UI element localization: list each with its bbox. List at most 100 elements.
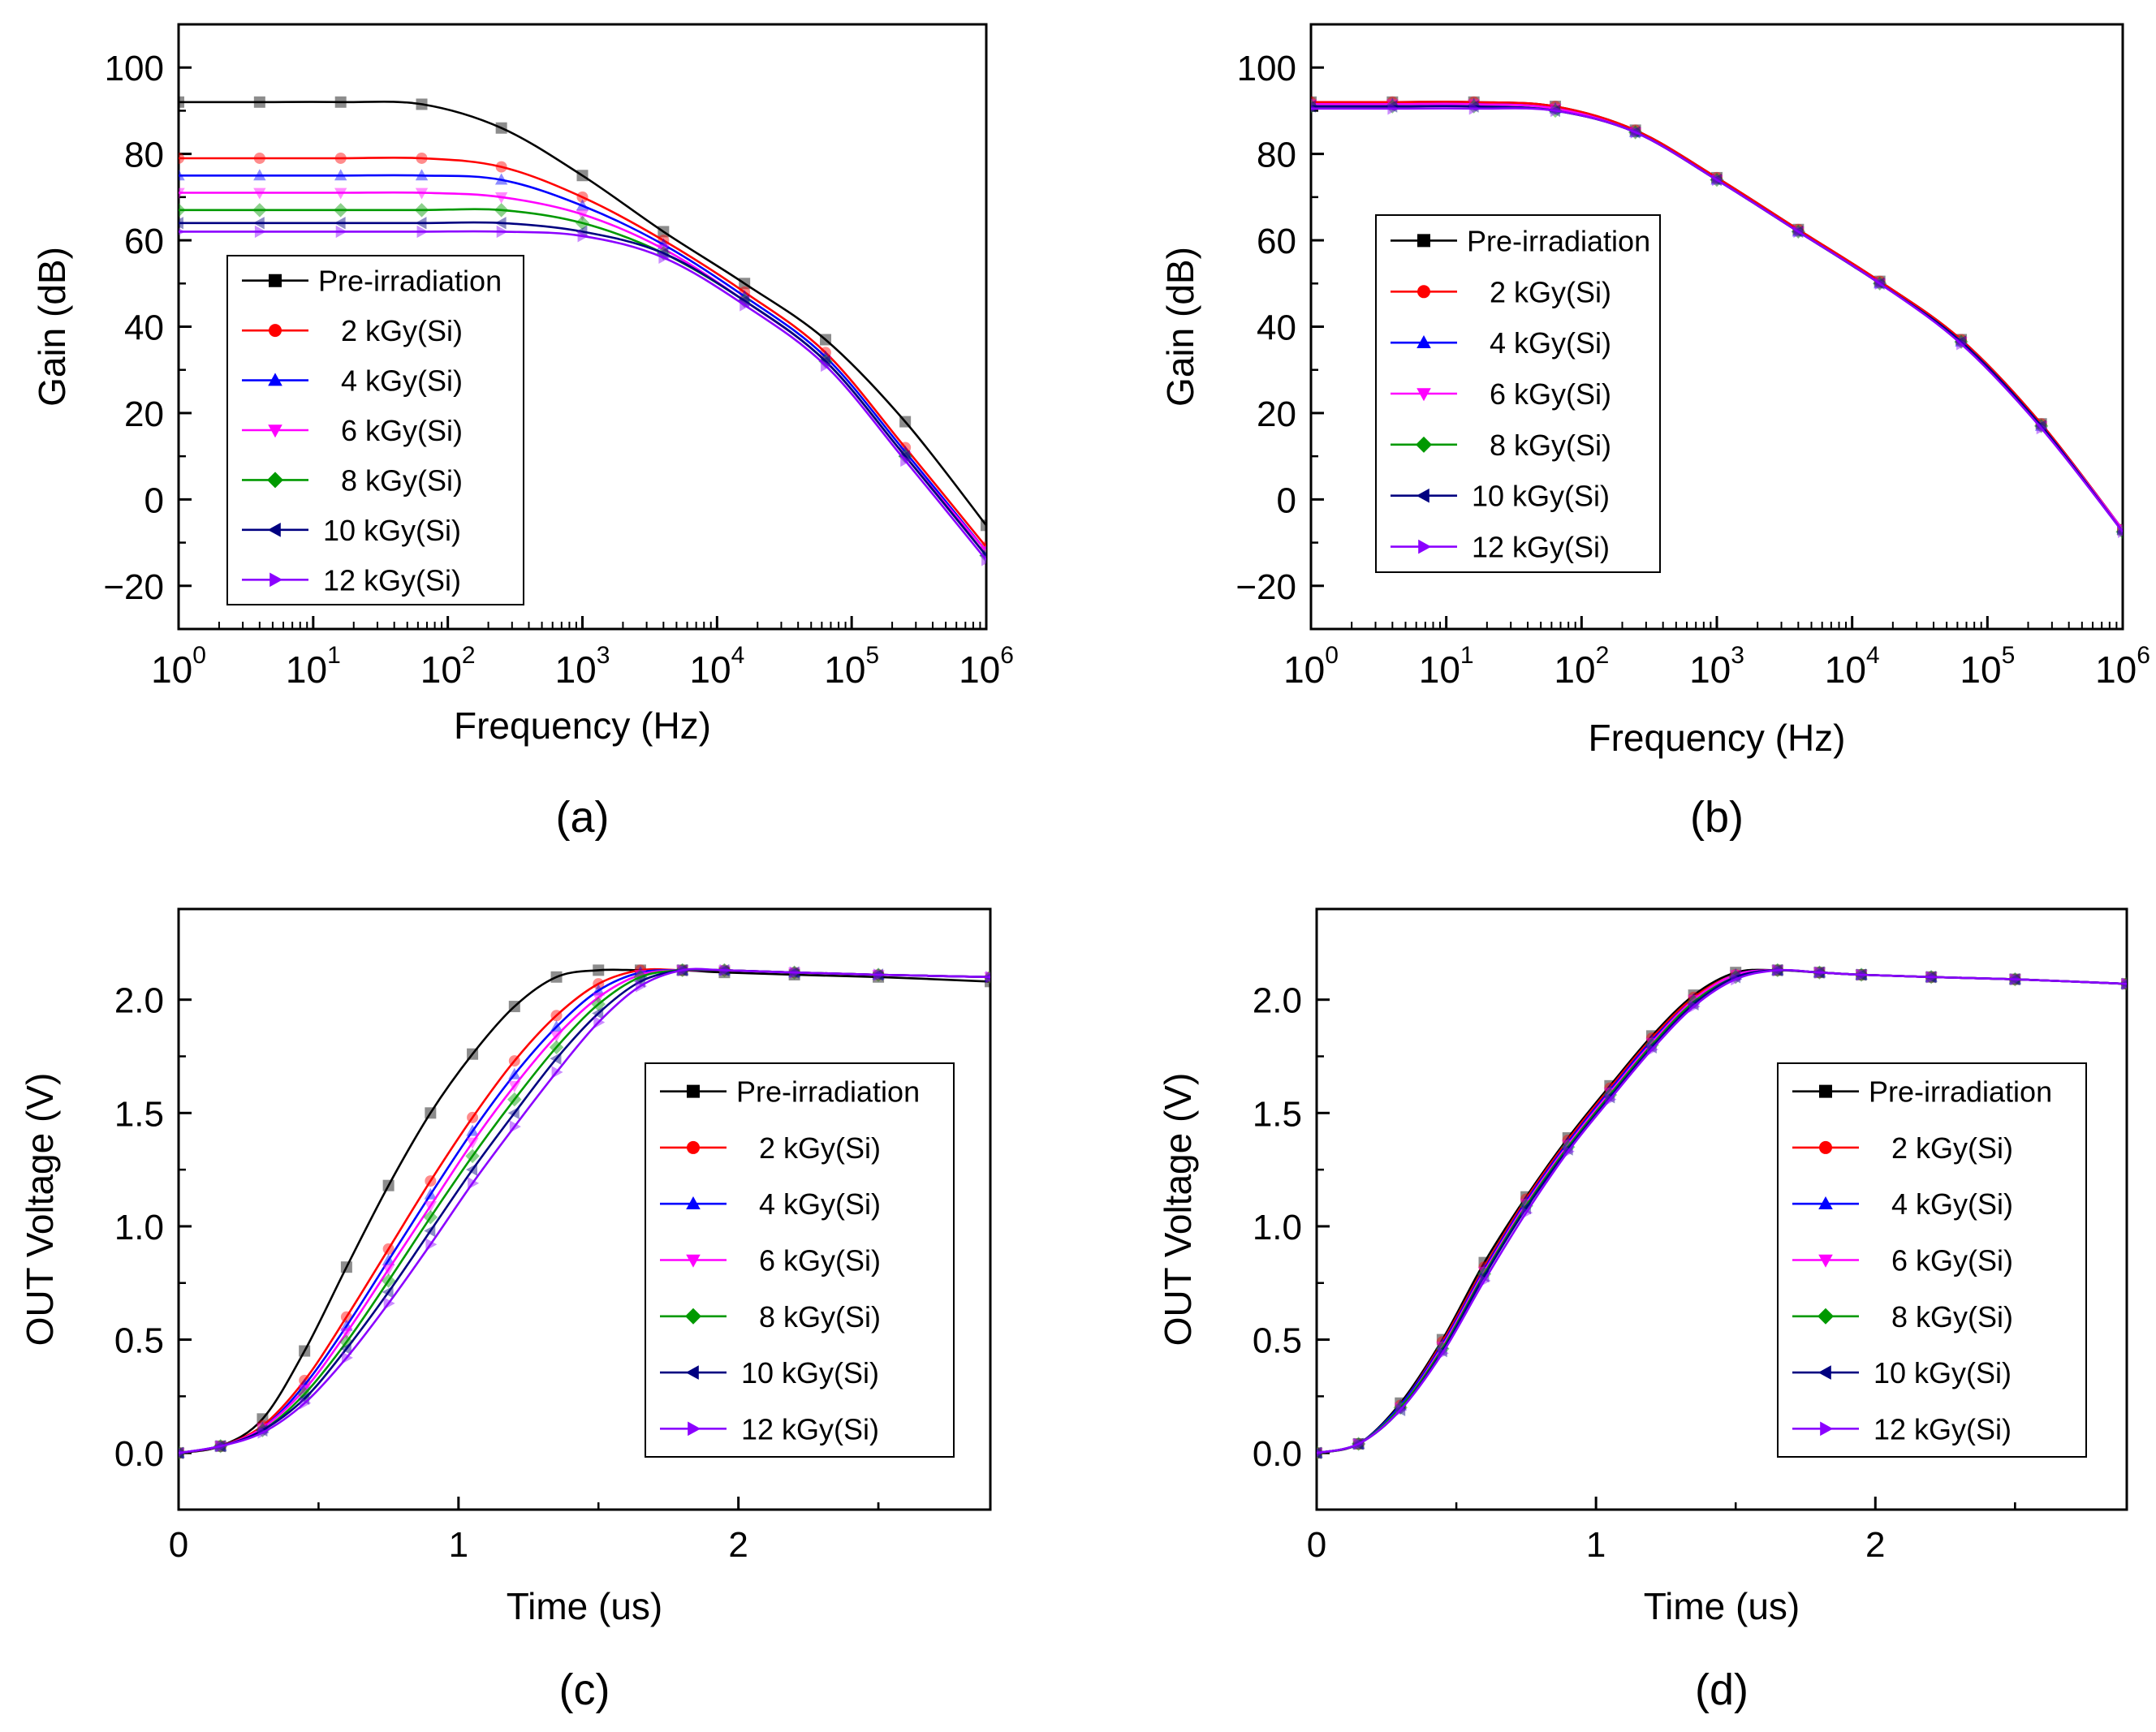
panel-caption: (c) — [559, 1665, 610, 1714]
data-point — [592, 984, 605, 996]
y-tick-label: 1.0 — [114, 1208, 164, 1247]
data-point — [1521, 1206, 1533, 1219]
data-point — [789, 966, 801, 979]
data-point — [900, 454, 912, 467]
data-point — [576, 199, 589, 211]
data-point — [1686, 994, 1701, 1010]
x-tick-label: 2 — [1865, 1525, 1885, 1565]
y-axis-title: Gain (dB) — [31, 247, 73, 407]
x-tick-label: 105 — [824, 642, 879, 691]
data-point — [496, 225, 508, 239]
data-point — [1814, 966, 1826, 979]
data-point — [467, 1111, 479, 1123]
legend: Pre-irradiation 2 kGy(Si) 4 kGy(Si) 6 kGy(S… — [1375, 214, 1661, 573]
x-tick-label: 101 — [1419, 642, 1474, 691]
data-point — [381, 1273, 396, 1288]
y-tick-label: 0.5 — [1253, 1321, 1302, 1361]
x-tick-label: 104 — [1825, 642, 1880, 691]
data-point — [340, 1311, 352, 1323]
x-tick-exponent: 6 — [1000, 642, 1014, 669]
data-point — [2118, 525, 2123, 538]
data-point — [1479, 1274, 1491, 1287]
legend-marker — [1416, 488, 1429, 503]
data-point — [985, 976, 990, 988]
x-tick-label: 1 — [449, 1525, 468, 1565]
series-line-6 — [179, 221, 986, 557]
x-tick-base: 10 — [1554, 648, 1595, 691]
y-tick-label: 60 — [124, 222, 164, 261]
x-tick-label: 2 — [728, 1525, 748, 1565]
data-point — [253, 152, 265, 164]
data-point — [1605, 1092, 1617, 1106]
data-point — [383, 1297, 395, 1310]
data-point — [254, 225, 266, 239]
x-axis-title: Frequency (Hz) — [1589, 717, 1846, 759]
data-point — [495, 161, 507, 173]
data-point — [593, 964, 605, 976]
x-tick-exponent: 1 — [1460, 642, 1474, 669]
y-tick-label: 1.0 — [1253, 1208, 1302, 1247]
data-point — [592, 1006, 604, 1020]
legend-label: 2 kGy(Si) — [1490, 275, 1611, 308]
data-point — [340, 1261, 352, 1273]
data-point — [509, 1120, 521, 1133]
data-point — [1956, 338, 1968, 351]
data-point — [636, 980, 648, 993]
data-point — [179, 217, 183, 230]
x-tick-base: 10 — [689, 648, 731, 691]
data-point — [465, 1148, 480, 1164]
x-tick-base: 10 — [555, 648, 597, 691]
data-point — [899, 450, 911, 463]
data-point — [179, 187, 185, 200]
data-point — [1353, 1437, 1365, 1450]
y-tick-label: 0.0 — [1253, 1434, 1302, 1474]
legend-marker — [268, 373, 282, 386]
data-point — [382, 1179, 395, 1191]
data-point — [658, 226, 670, 238]
y-tick-label: 20 — [124, 394, 164, 434]
data-point — [1561, 1143, 1573, 1156]
data-point — [1729, 971, 1741, 984]
y-tick-label: 100 — [1237, 49, 1296, 88]
x-tick-label: 105 — [1960, 642, 2015, 691]
x-tick-label: 106 — [959, 642, 1014, 691]
legend-label: 6 kGy(Si) — [1891, 1244, 2013, 1277]
legend-label: 6 kGy(Si) — [759, 1244, 881, 1277]
data-point — [334, 96, 347, 108]
data-point — [575, 216, 590, 231]
data-point — [494, 217, 507, 230]
data-point — [466, 1137, 479, 1149]
data-point — [2116, 524, 2123, 536]
y-tick-label: −20 — [103, 567, 164, 607]
data-point — [1926, 971, 1938, 984]
x-tick-label: 102 — [1554, 642, 1609, 691]
data-point — [416, 98, 428, 110]
data-point — [899, 416, 912, 428]
legend-marker — [687, 1084, 700, 1098]
data-point — [2120, 977, 2127, 989]
data-point — [1645, 1037, 1659, 1053]
data-point — [739, 278, 751, 290]
data-point — [1317, 1448, 1323, 1460]
legend-label: 12 kGy(Si) — [741, 1412, 879, 1445]
x-axis-title: Time (us) — [507, 1585, 663, 1627]
series-line-2 — [1311, 101, 2123, 531]
data-point — [334, 152, 347, 164]
panel-caption: (b) — [1690, 793, 1744, 842]
x-tick-label: 100 — [151, 642, 206, 691]
legend-label: 10 kGy(Si) — [1472, 480, 1610, 513]
legend-label: 4 kGy(Si) — [759, 1187, 881, 1221]
series-layer — [179, 963, 990, 1460]
data-point — [1468, 102, 1481, 115]
data-point — [593, 1015, 606, 1029]
plot-frame — [1315, 907, 2128, 1511]
data-point — [508, 1001, 520, 1013]
x-tick-label: 103 — [1689, 642, 1744, 691]
series-line-7 — [1311, 107, 2123, 533]
panel-caption: (a) — [556, 793, 610, 842]
x-tick-label: 106 — [2095, 642, 2150, 691]
x-tick-base: 10 — [1689, 648, 1731, 691]
data-point — [415, 169, 429, 181]
y-tick-label: 1.5 — [114, 1094, 164, 1134]
